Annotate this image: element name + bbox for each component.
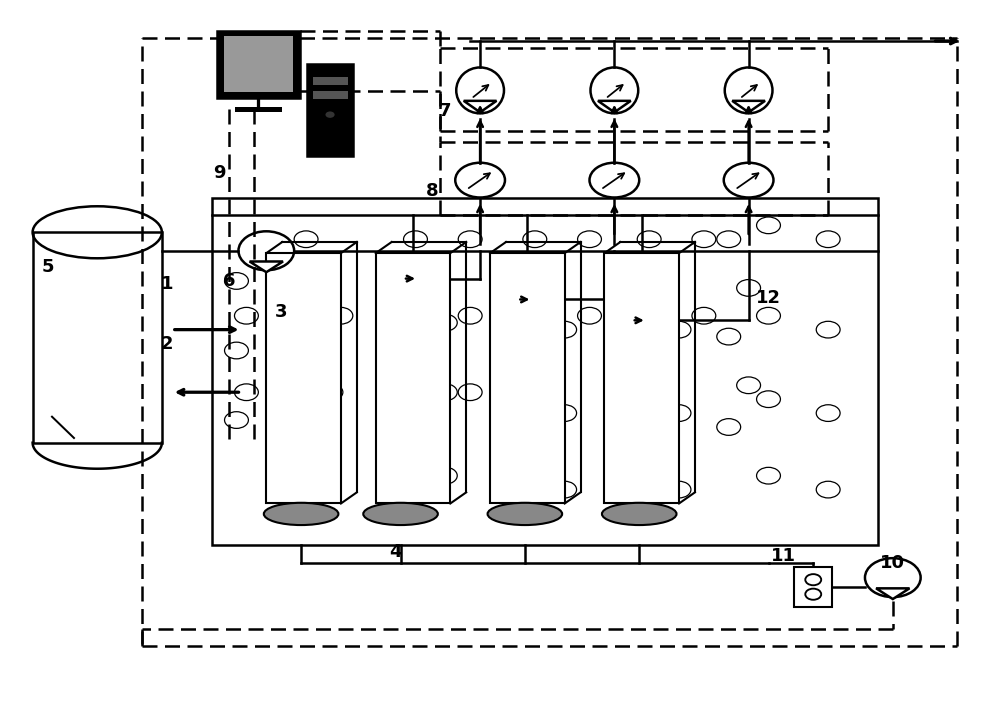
- Polygon shape: [732, 101, 765, 112]
- Ellipse shape: [363, 503, 438, 525]
- FancyBboxPatch shape: [224, 36, 293, 92]
- Text: 6: 6: [223, 272, 236, 290]
- Text: 7: 7: [439, 102, 452, 120]
- Text: 2: 2: [161, 334, 173, 353]
- Text: 12: 12: [756, 290, 781, 307]
- FancyBboxPatch shape: [266, 253, 341, 503]
- FancyBboxPatch shape: [217, 31, 300, 98]
- Text: 4: 4: [389, 543, 402, 562]
- Text: 9: 9: [213, 164, 226, 182]
- FancyBboxPatch shape: [307, 64, 353, 156]
- Text: 3: 3: [275, 304, 287, 321]
- Text: 8: 8: [426, 182, 439, 200]
- Ellipse shape: [488, 503, 562, 525]
- FancyBboxPatch shape: [313, 91, 348, 99]
- Text: 5: 5: [41, 258, 54, 276]
- Text: 11: 11: [771, 547, 796, 565]
- Polygon shape: [250, 261, 283, 272]
- Text: 10: 10: [880, 554, 905, 571]
- Circle shape: [325, 111, 335, 118]
- Ellipse shape: [602, 503, 677, 525]
- Text: 1: 1: [161, 275, 173, 294]
- FancyBboxPatch shape: [490, 253, 565, 503]
- Ellipse shape: [264, 503, 338, 525]
- Polygon shape: [464, 101, 497, 112]
- Polygon shape: [876, 588, 910, 599]
- FancyBboxPatch shape: [313, 77, 348, 86]
- FancyBboxPatch shape: [376, 253, 450, 503]
- FancyBboxPatch shape: [604, 253, 679, 503]
- Polygon shape: [598, 101, 631, 112]
